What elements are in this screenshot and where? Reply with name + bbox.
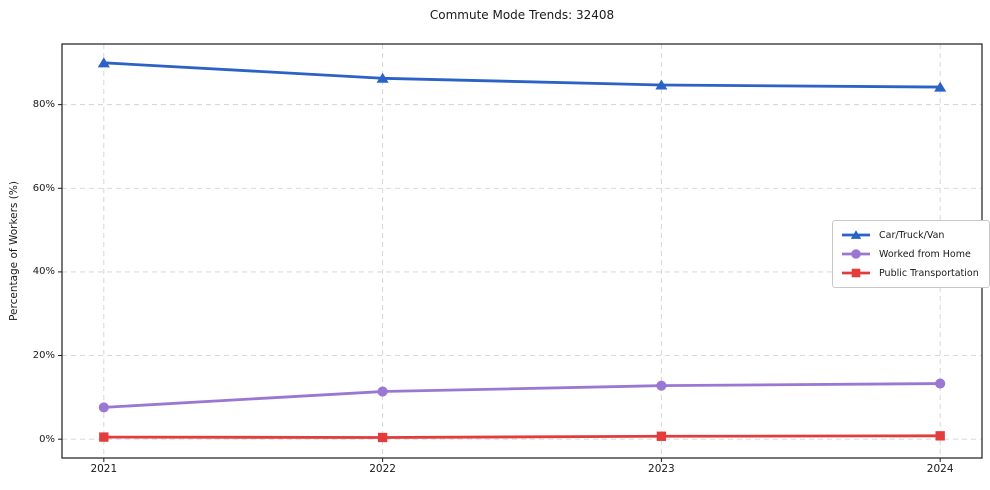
x-tick-label: 2023: [648, 463, 675, 475]
triangle-marker: [934, 81, 947, 92]
chart-title: Commute Mode Trends: 32408: [429, 8, 615, 22]
x-tick-label: 2024: [926, 463, 954, 475]
legend-item-label: Worked from Home: [879, 248, 971, 260]
circle-marker: [377, 386, 388, 397]
series-line: [102, 61, 942, 89]
circle-marker: [656, 380, 667, 391]
legend-item-label: Public Transportation: [879, 267, 979, 279]
x-tick-label: 2022: [369, 463, 396, 475]
y-tick-label: 0%: [39, 433, 55, 445]
circle-marker: [98, 402, 109, 413]
square-marker: [935, 431, 945, 441]
y-tick-label: 60%: [32, 182, 55, 194]
legend: Car/Truck/Van Worked from Home Public Tran…: [832, 220, 990, 288]
y-tick-label: 20%: [32, 350, 55, 362]
square-marker: [99, 432, 109, 442]
square-marker: [656, 431, 667, 441]
series-line: [102, 382, 942, 409]
y-tick-label: 40%: [32, 266, 55, 278]
circle-legend-marker-icon: [842, 249, 870, 259]
circle-marker: [935, 378, 946, 389]
legend-item-label: Car/Truck/Van: [879, 229, 945, 241]
square-legend-marker-icon: [842, 268, 870, 278]
legend-item: Public Transportation: [841, 267, 979, 279]
series-line: [102, 434, 942, 439]
y-tick-label: 80%: [32, 99, 55, 111]
x-tick-label: 2021: [90, 463, 118, 475]
legend-item: Worked from Home: [841, 248, 979, 260]
triangle-legend-marker-icon: [842, 230, 870, 239]
triangle-marker: [376, 72, 389, 83]
triangle-marker: [97, 57, 110, 68]
legend-item: Car/Truck/Van: [841, 229, 979, 241]
square-marker: [377, 432, 388, 443]
triangle-marker: [655, 79, 668, 90]
